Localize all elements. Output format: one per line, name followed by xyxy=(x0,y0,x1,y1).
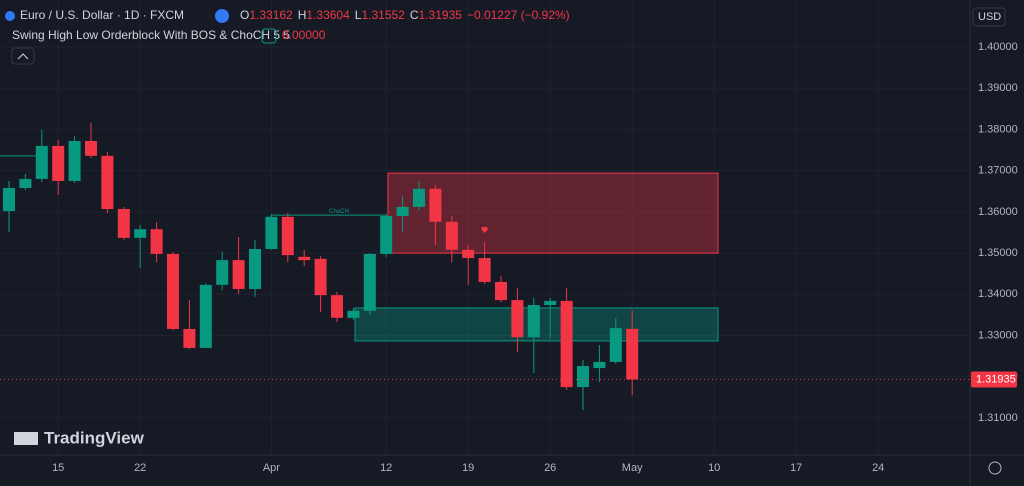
candle-body xyxy=(527,305,540,338)
x-tick-label: 22 xyxy=(134,462,146,474)
candle-body xyxy=(3,187,15,212)
candle-body xyxy=(150,229,163,254)
candle-body xyxy=(216,260,229,285)
x-tick-label: 15 xyxy=(52,462,64,474)
o-label: O xyxy=(240,8,249,22)
candle-body xyxy=(511,300,524,338)
high: 1.33604 xyxy=(306,8,350,22)
candle-body xyxy=(199,284,212,348)
x-tick-label: 17 xyxy=(790,462,802,474)
settings-button[interactable] xyxy=(988,461,1002,475)
open: 1.33162 xyxy=(249,8,293,22)
x-tick-label: 10 xyxy=(708,462,720,474)
y-tick-label: 1.33000 xyxy=(978,329,1018,341)
y-tick-label: 1.35000 xyxy=(978,247,1018,259)
choch-label: ChoCH xyxy=(329,209,349,215)
y-tick-label: 1.38000 xyxy=(978,123,1018,135)
brand: TradingView xyxy=(44,428,145,447)
candle-body xyxy=(183,328,196,348)
signal-marker xyxy=(481,227,488,234)
candle-body xyxy=(68,140,81,181)
candle-body xyxy=(413,188,425,207)
candle-body xyxy=(478,258,491,282)
change: −0.01227 (−0.92%) xyxy=(467,8,570,22)
candle-body xyxy=(52,145,65,181)
candle-body xyxy=(429,188,442,222)
candle-body xyxy=(495,281,507,301)
candle-body xyxy=(380,215,393,254)
low: 1.31552 xyxy=(361,8,405,22)
orderblock xyxy=(387,172,719,254)
last-price-box xyxy=(971,371,1017,388)
last-price-label: 1.31935 xyxy=(976,373,1016,385)
candle-body xyxy=(298,256,311,261)
candle-body xyxy=(265,216,278,249)
candle-body xyxy=(19,178,32,188)
l-label: L xyxy=(355,8,362,22)
h-label: H xyxy=(298,8,307,22)
plot: ChoCH xyxy=(0,122,970,411)
candle-body xyxy=(134,229,147,238)
close: 1.31935 xyxy=(419,8,463,22)
x-tick-label: 24 xyxy=(872,462,884,474)
candle-body xyxy=(347,310,360,318)
y-tick-label: 1.34000 xyxy=(978,288,1018,300)
x-tick-label: Apr xyxy=(263,462,280,474)
candle-body xyxy=(232,260,245,289)
x-tick-label: May xyxy=(622,462,643,474)
candle-body xyxy=(167,253,179,329)
y-tick-label: 1.40000 xyxy=(978,41,1018,53)
x-tick-label: 19 xyxy=(462,462,474,474)
indicator-value: 0.00000 xyxy=(282,28,326,42)
replay-button[interactable] xyxy=(215,9,229,23)
candle-body xyxy=(560,300,573,388)
symbol-icon xyxy=(5,11,15,21)
candle-body xyxy=(363,253,376,311)
candle-body xyxy=(314,258,327,296)
candle-body xyxy=(101,155,114,209)
y-tick-label: 1.37000 xyxy=(978,165,1018,177)
brand-logo xyxy=(14,432,38,445)
y-tick-label: 1.39000 xyxy=(978,82,1018,94)
candle-body xyxy=(396,206,409,216)
symbol: Euro / U.S. Dollar · 1D · FXCM xyxy=(20,8,184,22)
candle-body xyxy=(249,248,261,289)
candle-body xyxy=(445,221,458,250)
collapse-button[interactable] xyxy=(11,47,35,65)
candle-body xyxy=(331,295,343,318)
x-tick-label: 12 xyxy=(380,462,392,474)
grid xyxy=(0,0,970,455)
indicator-source-icon[interactable] xyxy=(261,28,277,44)
currency: USD xyxy=(978,11,1001,23)
currency-button[interactable] xyxy=(972,7,1006,27)
collapse-icon xyxy=(17,53,29,60)
c-label: C xyxy=(410,8,419,22)
y-tick-label: 1.36000 xyxy=(978,206,1018,218)
x-tick-label: 26 xyxy=(544,462,556,474)
candle-body xyxy=(85,140,97,156)
candle-body xyxy=(35,145,48,179)
y-tick-label: 1.31000 xyxy=(978,412,1018,424)
ohlc: O1.33162 H1.33604 L1.31552 C1.31935 −0.01227… xyxy=(240,8,570,22)
candle-body xyxy=(544,300,557,306)
candle-body xyxy=(577,366,589,388)
candle-body xyxy=(117,208,130,238)
candle-body xyxy=(626,328,639,380)
candle-body xyxy=(593,361,606,369)
candle-body xyxy=(462,249,475,259)
candle-body xyxy=(281,216,294,256)
indicator-name: Swing High Low Orderblock With BOS & Cho… xyxy=(12,28,290,42)
candle-body xyxy=(609,328,622,362)
